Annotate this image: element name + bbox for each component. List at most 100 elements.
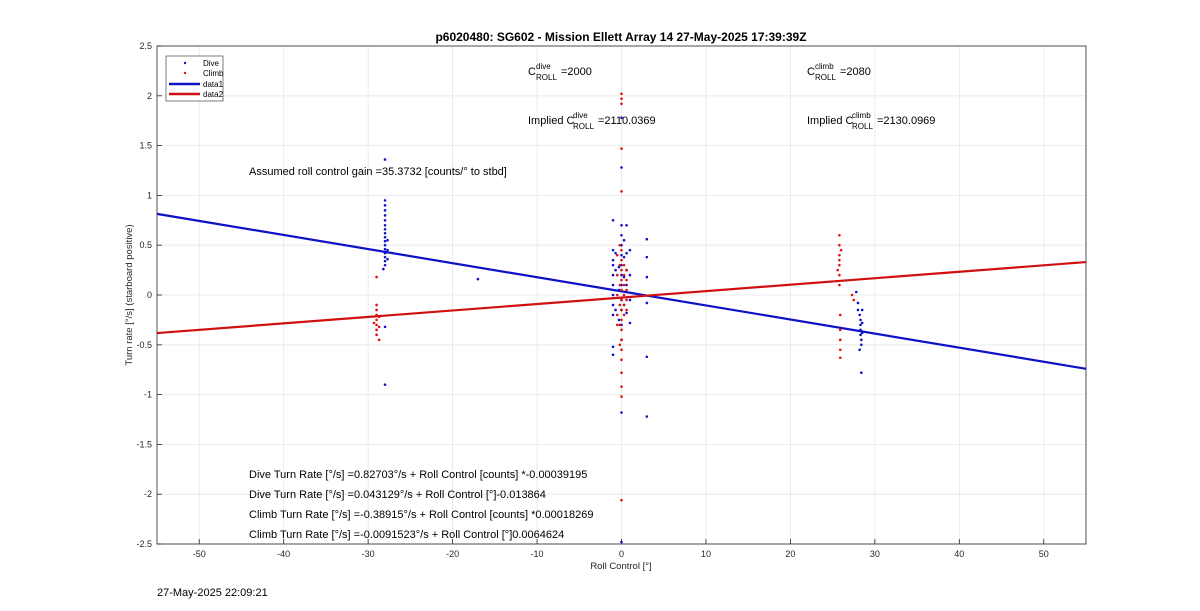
- x-tick-label: -20: [446, 549, 459, 559]
- dive-point: [383, 223, 387, 227]
- y-tick-label: 0: [147, 290, 152, 300]
- implied-climb-superscript: climb: [852, 111, 871, 120]
- dive-point: [625, 311, 628, 315]
- climb-point: [620, 371, 623, 374]
- dive-point: [382, 267, 385, 271]
- dive-point: [860, 343, 863, 347]
- climb-point: [620, 385, 623, 388]
- dive-point: [622, 238, 626, 242]
- dive-point: [620, 411, 623, 414]
- climb-point: [838, 263, 841, 267]
- x-tick-label: 30: [870, 549, 880, 559]
- dive-point: [628, 321, 632, 325]
- climb-point: [622, 263, 626, 267]
- climb-point: [620, 395, 623, 398]
- dive-point: [611, 219, 615, 222]
- climb-point: [622, 273, 626, 277]
- fit-line-data1: [156, 212, 1087, 370]
- climb-point: [618, 243, 622, 247]
- y-tick-label: -2: [144, 489, 152, 499]
- implied-dive-superscript: dive: [573, 111, 588, 120]
- dive-point: [860, 308, 864, 312]
- dive-point: [628, 298, 632, 302]
- dive-point: [859, 323, 862, 327]
- dive-point: [620, 166, 623, 169]
- dive-equation-degrees: Dive Turn Rate [°/s] =0.043129°/s + Roll…: [249, 489, 546, 501]
- climb-point: [622, 303, 626, 307]
- dive-point: [611, 313, 615, 317]
- dive-point: [620, 273, 623, 277]
- climb-point: [377, 325, 381, 329]
- dive-point: [611, 353, 615, 357]
- x-tick-label: 0: [619, 549, 624, 559]
- x-tick-label: -10: [531, 549, 544, 559]
- climb-point: [839, 248, 843, 252]
- y-tick-label: -1: [144, 390, 152, 400]
- x-tick-label: 50: [1039, 549, 1049, 559]
- dive-point: [383, 231, 387, 235]
- x-tick-label: 10: [701, 549, 711, 559]
- dive-point: [386, 238, 389, 242]
- dive-point: [628, 273, 632, 277]
- c-dive-value: =2000: [561, 66, 592, 78]
- climb-point: [377, 315, 381, 319]
- dive-point: [858, 348, 861, 352]
- dive-point: [625, 223, 628, 227]
- legend: Dive Climb data1 data2: [165, 55, 224, 102]
- climb-point: [618, 283, 622, 287]
- climb-point: [372, 321, 376, 325]
- series-climb: [372, 92, 856, 502]
- x-tick-label: -40: [277, 549, 290, 559]
- climb-point: [625, 288, 628, 292]
- dive-point: [383, 251, 387, 255]
- plot-area: [156, 92, 1087, 544]
- climb-point: [838, 283, 841, 287]
- dive-point: [611, 293, 615, 297]
- y-tick-label: 1.5: [139, 141, 152, 151]
- dive-point: [476, 277, 480, 281]
- c-climb-subscript: ROLL: [815, 73, 836, 82]
- y-tick-label: 1: [147, 190, 152, 200]
- dive-point: [614, 308, 617, 312]
- dive-point: [383, 199, 387, 202]
- dive-point: [860, 331, 864, 335]
- series-dive: [382, 116, 864, 544]
- dive-point: [611, 248, 615, 252]
- dive-point: [628, 248, 632, 252]
- dive-point: [383, 204, 387, 207]
- c-roll-dive-annotation: C dive ROLL =2000: [528, 62, 592, 82]
- climb-point: [622, 293, 626, 297]
- y-tick-label: 0.5: [139, 240, 152, 250]
- roll-gain-annotation: Assumed roll control gain =35.3732 [coun…: [249, 166, 507, 178]
- climb-point: [618, 343, 622, 347]
- y-tick-label: 2: [147, 91, 152, 101]
- climb-point: [625, 298, 628, 302]
- dive-point: [859, 318, 862, 322]
- climb-point: [620, 338, 623, 342]
- dive-point: [645, 237, 649, 241]
- climb-point: [615, 313, 619, 317]
- climb-point: [852, 298, 856, 302]
- dive-point: [611, 303, 615, 307]
- legend-climb-marker: [183, 71, 187, 75]
- implied-dive-annotation: Implied C dive ROLL =2110.0369: [528, 111, 656, 131]
- tick-labels: -50 -40 -30 -20 -10 0 10 20 30 40 50-2.5-2-1.5-1-0…: [136, 41, 1048, 559]
- fit-line-data2: [156, 260, 1087, 335]
- climb-point: [620, 328, 623, 332]
- dive-point: [614, 251, 617, 255]
- c-climb-value: =2080: [840, 66, 871, 78]
- dive-point: [383, 383, 387, 386]
- dive-point: [645, 275, 649, 279]
- dive-point: [620, 223, 623, 227]
- dive-point: [625, 283, 628, 287]
- dive-point: [622, 275, 626, 279]
- climb-point: [620, 258, 623, 262]
- c-climb-superscript: climb: [815, 62, 834, 71]
- climb-point: [620, 97, 623, 101]
- dive-point: [383, 239, 387, 243]
- c-dive-letter: C: [528, 66, 536, 78]
- dive-point: [622, 255, 626, 259]
- dive-point: [383, 227, 387, 231]
- dive-point: [856, 301, 860, 305]
